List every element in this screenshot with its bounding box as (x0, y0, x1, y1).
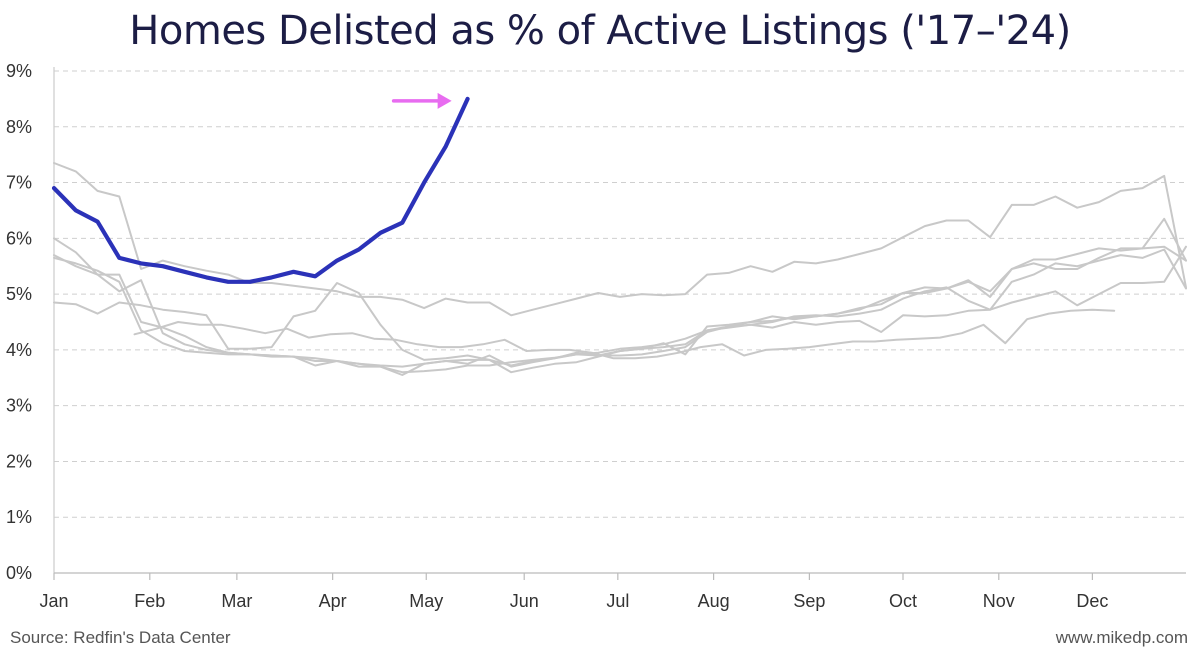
y-tick-label: 8% (6, 117, 32, 137)
tick-labels: 0% 1% 2% 3% 4% 5% 6% 7% 8% 9% Jan Feb Mar Apr May Jun Ju… (6, 61, 1108, 611)
gridlines (54, 70, 1186, 518)
x-tick-label: Mar (221, 591, 252, 611)
axes (53, 67, 1186, 580)
x-tick-label: Sep (793, 591, 825, 611)
y-tick-label: 2% (6, 451, 32, 471)
x-tick-label: Apr (319, 591, 347, 611)
series-line-historical (53, 217, 1187, 374)
series-lines (51, 96, 1187, 376)
series-line-historical (53, 237, 1187, 368)
x-tick-label: Jul (606, 591, 629, 611)
x-tick-label: Dec (1076, 591, 1108, 611)
y-tick-label: 9% (6, 61, 32, 81)
x-tick-label: Oct (889, 591, 917, 611)
x-tick-label: May (409, 591, 443, 611)
y-tick-label: 6% (6, 228, 32, 248)
y-tick-label: 0% (6, 563, 32, 583)
x-tick-label: Jan (39, 591, 68, 611)
y-tick-label: 5% (6, 284, 32, 304)
site-credit: www.mikedp.com (1055, 628, 1188, 647)
arrow-annotation (391, 92, 452, 109)
arrow-head (437, 92, 452, 109)
x-tick-label: Nov (983, 591, 1015, 611)
y-tick-label: 7% (6, 173, 32, 193)
y-tick-label: 1% (6, 507, 32, 527)
y-tick-label: 3% (6, 396, 32, 416)
annotations (391, 92, 452, 109)
series-line-2024 (51, 96, 470, 284)
series-line-historical (53, 245, 1187, 374)
series-line-historical (53, 162, 1187, 317)
y-tick-label: 4% (6, 340, 32, 360)
source-note: Source: Redfin's Data Center (10, 628, 231, 647)
x-tick-label: Jun (510, 591, 539, 611)
x-tick-label: Aug (698, 591, 730, 611)
x-tick-label: Feb (134, 591, 165, 611)
series-line-historical (133, 308, 1116, 360)
chart-title: Homes Delisted as % of Active Listings (… (129, 8, 1071, 54)
